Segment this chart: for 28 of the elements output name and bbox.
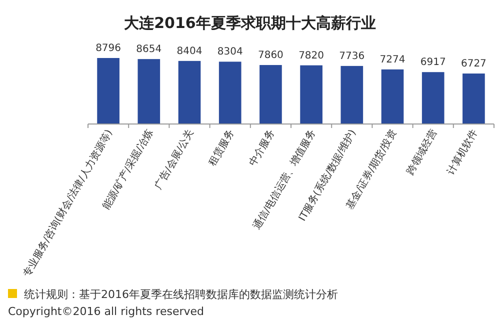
x-tick-label: 广告/会展/公关: [152, 128, 196, 192]
x-tick-label: 中介服务: [246, 128, 278, 168]
data-label: 7736: [339, 50, 365, 62]
text: 统计规则：基于2016年夏季在线招聘数据库的数据监测统计分析: [24, 288, 338, 301]
bar: [260, 65, 282, 124]
data-label: 8796: [96, 43, 122, 54]
x-tick-label: 租赁服务: [206, 128, 237, 168]
bar: [381, 69, 404, 124]
bar: [422, 72, 444, 124]
data-label: 7274: [380, 54, 406, 66]
data-label: 7860: [258, 50, 284, 62]
data-label: 6917: [420, 57, 446, 68]
bar: [300, 65, 322, 124]
x-tick-label: 跨领域经营: [404, 128, 440, 177]
data-label: 8654: [136, 44, 162, 56]
bar: [340, 66, 364, 124]
x-tick-label: 计算机软件: [444, 128, 480, 177]
data-label: 8304: [217, 46, 243, 58]
chart-title: 大连2016年夏季求职期十大高薪行业: [124, 14, 376, 32]
bar: [138, 59, 160, 124]
bar: [178, 60, 201, 124]
bar: [218, 62, 242, 124]
data-label: 7820: [298, 50, 324, 62]
data-label: 6727: [460, 58, 486, 70]
bar: [462, 74, 485, 124]
text: Copyright©2016 all rights reserved: [8, 305, 204, 318]
data-label: 8404: [176, 46, 202, 57]
bar: [97, 58, 120, 124]
